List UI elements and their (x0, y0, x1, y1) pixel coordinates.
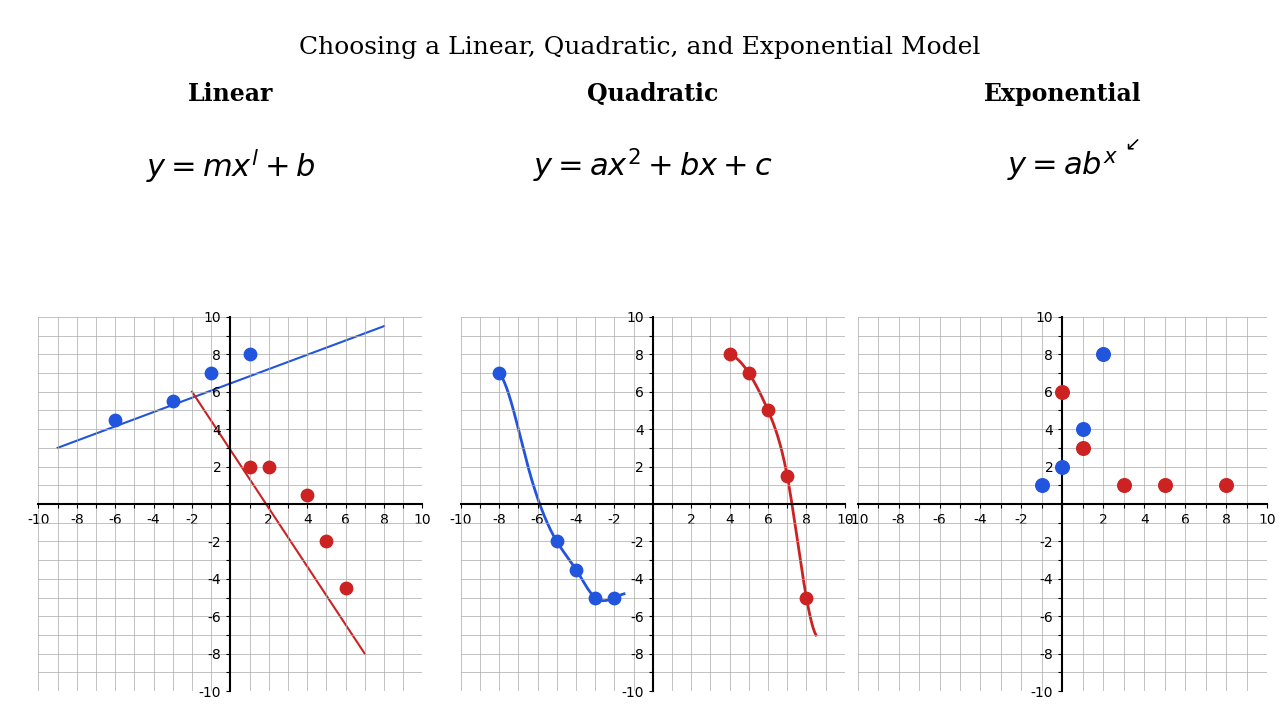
Text: Choosing a Linear, Quadratic, and Exponential Model: Choosing a Linear, Quadratic, and Expone… (300, 36, 980, 59)
Point (1052, 386, 1073, 397)
Point (739, 367, 759, 379)
Point (489, 367, 509, 379)
Point (239, 348, 260, 360)
Point (297, 489, 317, 500)
Point (796, 592, 817, 603)
Point (547, 536, 567, 547)
Point (1093, 348, 1114, 360)
Point (1155, 480, 1175, 491)
Point (163, 395, 183, 407)
Point (758, 405, 778, 416)
Point (201, 367, 221, 379)
Point (1073, 423, 1093, 435)
Point (316, 536, 337, 547)
Point (1052, 461, 1073, 472)
Text: Exponential: Exponential (983, 81, 1142, 106)
Point (777, 470, 797, 482)
Text: Quadratic: Quadratic (588, 81, 718, 106)
Point (1073, 442, 1093, 454)
Text: $y = ax^2 + bx + c$: $y = ax^2 + bx + c$ (532, 146, 773, 185)
Text: $y = mx^l + b$: $y = mx^l + b$ (146, 147, 315, 184)
Point (604, 592, 625, 603)
Point (335, 582, 356, 594)
Text: $y = ab^x$: $y = ab^x$ (1006, 148, 1119, 183)
Point (239, 461, 260, 472)
Point (585, 592, 605, 603)
Point (566, 564, 586, 575)
Point (1114, 480, 1134, 491)
Text: ↙: ↙ (1125, 135, 1140, 153)
Point (1032, 480, 1052, 491)
Text: Linear: Linear (188, 81, 273, 106)
Point (1216, 480, 1236, 491)
Point (259, 461, 279, 472)
Point (719, 348, 740, 360)
Point (105, 414, 125, 426)
